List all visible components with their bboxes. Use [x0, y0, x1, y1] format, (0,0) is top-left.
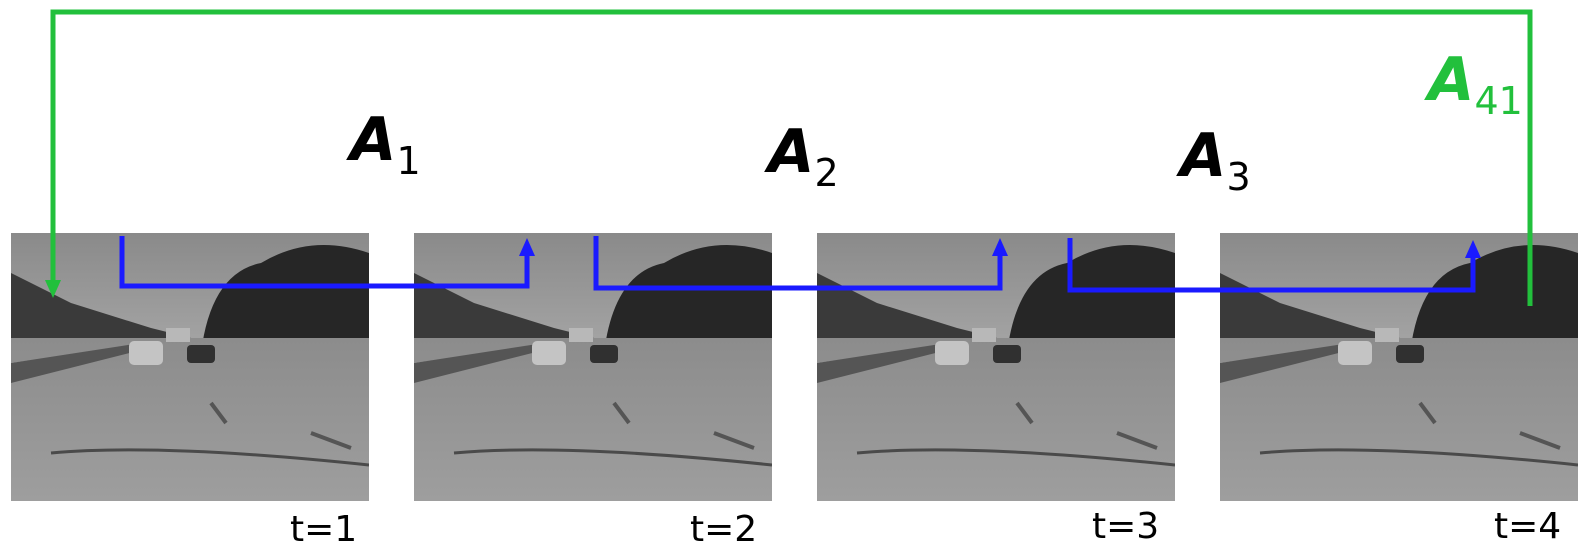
time-label: t=1: [290, 509, 357, 550]
video-frame: [817, 233, 1175, 501]
transform-label: A3: [1176, 121, 1251, 199]
transform-label: A1: [346, 105, 421, 183]
video-frame: [414, 233, 772, 501]
time-label: t=4: [1494, 506, 1561, 547]
video-frame: [11, 233, 369, 501]
transform-label: A41: [1424, 45, 1523, 123]
label-part: 41: [1474, 79, 1522, 123]
video-frame: [1220, 233, 1578, 501]
label-part: 2: [814, 151, 838, 195]
label-part: A: [1176, 121, 1226, 191]
diagram: A1 A2 A3 A41 t=1 t=2 t=3 t=4: [0, 0, 1589, 551]
transform-label: A2: [764, 117, 839, 195]
label-part: A: [346, 105, 396, 175]
time-label: t=2: [690, 509, 757, 550]
time-label: t=3: [1092, 506, 1159, 547]
label-part: 1: [396, 139, 420, 183]
label-part: A: [764, 117, 814, 187]
label-part: A: [1424, 45, 1474, 115]
label-part: 3: [1226, 155, 1250, 199]
